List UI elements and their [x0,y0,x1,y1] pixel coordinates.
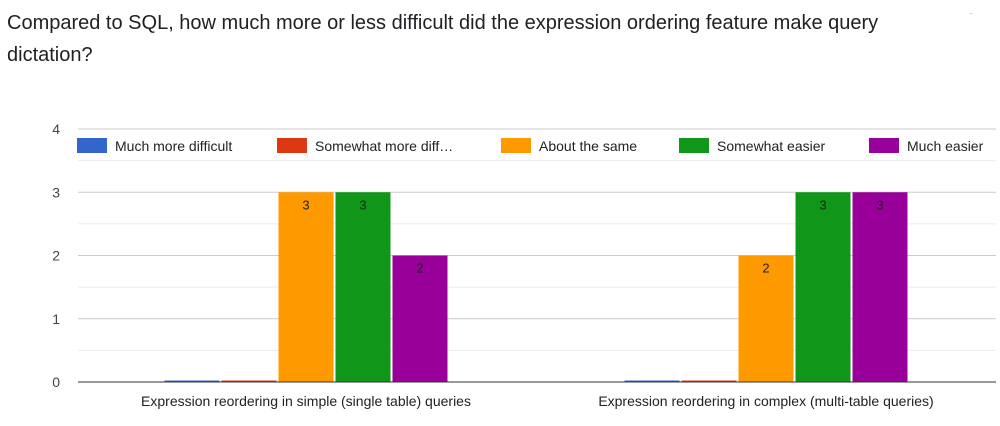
bars [164,192,908,382]
y-tick-label: 2 [52,248,60,264]
legend-label: Much easier [907,138,984,154]
data-label: 2 [416,261,423,276]
legend-label: Somewhat easier [717,138,826,154]
legend-label: About the same [539,138,637,154]
data-labels: 3 3 2 2 3 3 [302,197,883,275]
y-tick-label: 0 [52,374,60,390]
legend-label: Much more difficult [115,138,232,154]
x-category-label: Expression reordering in simple (single … [141,393,471,409]
data-label: 3 [359,197,366,212]
bar [278,192,334,382]
data-label: 3 [819,197,826,212]
legend-item: Much more difficult [77,138,232,154]
bar [221,380,277,382]
legend-swatch [869,138,899,153]
bar [681,380,737,382]
data-label: 3 [876,197,883,212]
bar [392,255,448,382]
legend-item: Somewhat easier [679,138,826,154]
y-tick-label: 4 [52,121,60,137]
bar [738,255,794,382]
question-title: Compared to SQL, how much more or less d… [7,12,879,66]
legend-swatch [277,138,307,153]
legend-swatch [77,138,107,153]
y-tick-label: 1 [52,311,60,327]
legend-item: About the same [501,138,637,154]
data-label: 2 [762,261,769,276]
bar [335,192,391,382]
y-axis-ticks: 0 1 2 3 4 [52,121,60,390]
legend-label: Somewhat more diff… [315,138,453,154]
x-axis-categories: Expression reordering in simple (single … [141,393,934,409]
legend-item: Much easier [869,138,984,154]
legend-item: Somewhat more diff… [277,138,453,154]
legend: Much more difficult Somewhat more diff… Ab… [77,138,984,154]
bar [624,380,680,382]
divider [969,13,973,14]
legend-swatch [679,138,709,153]
legend-swatch [501,138,531,153]
y-tick-label: 3 [52,184,60,200]
data-label: 3 [302,197,309,212]
x-category-label: Expression reordering in complex (multi-… [598,393,933,409]
bar [852,192,908,382]
bar [795,192,851,382]
bar [164,380,220,382]
